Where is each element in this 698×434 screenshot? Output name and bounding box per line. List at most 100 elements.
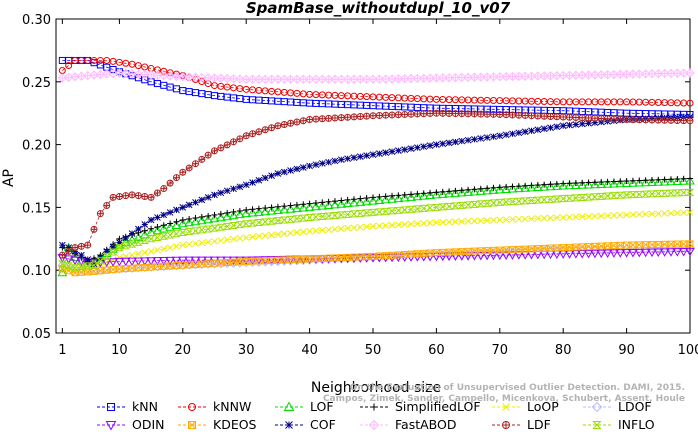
data-point [653,248,664,257]
data-point [629,241,637,249]
data-point [534,182,541,189]
data-point [463,252,473,261]
data-point [286,215,295,223]
data-point [604,115,612,123]
data-point [387,194,397,203]
legend-entry-ODIN: ODIN [97,417,165,432]
data-point [211,191,218,199]
data-point [496,110,504,118]
data-point [228,210,239,220]
data-point [171,220,182,229]
data-point [654,116,662,124]
data-point [661,176,668,183]
data-point [444,202,454,210]
data-point [217,210,224,217]
legend: kNN kNNW LOF SimplifiedLOF LoOP LDOF ODIN KDEOS… [97,399,655,432]
data-point [135,225,142,233]
data-point [585,179,592,186]
data-point [356,153,364,161]
data-point [642,241,650,249]
data-point [173,206,180,214]
data-point [591,179,598,186]
data-point [317,201,328,210]
data-point [680,175,687,182]
data-point [344,196,351,203]
data-point [141,227,148,234]
data-point [184,256,195,266]
y-tick-label: 0.25 [22,76,51,91]
data-point [401,110,409,118]
data-point [610,178,617,185]
data-point [141,221,149,228]
data-point [114,68,125,78]
data-point [203,225,213,233]
data-point [395,192,402,199]
data-point [488,251,499,261]
data-point [407,220,415,228]
data-point [166,244,174,251]
data-point [521,111,529,119]
data-point [153,189,161,197]
data-point [539,196,549,204]
data-point [154,246,161,254]
data-point [146,257,156,266]
data-point [261,232,269,240]
legend-marker [283,401,295,411]
data-point [267,217,276,225]
data-point [102,252,111,260]
data-point [70,264,80,272]
data-point [172,85,180,93]
data-point [597,114,605,122]
data-point [496,246,504,254]
data-point [323,200,334,210]
data-point [133,257,144,267]
data-point [368,208,378,216]
data-point [234,256,245,266]
data-point [198,213,205,220]
data-point [496,216,504,224]
data-point [578,243,586,251]
axes: 1 10 20 30 40 50 60 70 80 90 100 0.05 0.10 0.15 0.20 0.… [22,13,698,358]
data-point [452,138,459,146]
data-point [357,195,364,202]
data-point [115,244,124,252]
data-point [521,128,529,136]
data-point [160,211,168,219]
data-point [475,186,486,195]
data-point [165,71,175,81]
data-point [331,198,338,205]
data-point [349,210,359,218]
legend-entry-FastABOD: FastABOD [360,417,457,432]
data-point [344,155,351,163]
data-point [306,227,313,235]
data-point [268,172,275,180]
legend-label: LDF [527,417,551,432]
legend-entry-COF: COF [275,417,336,432]
data-point [577,249,588,259]
data-point [171,71,182,82]
data-point [191,160,199,168]
data-point [133,232,144,242]
data-point [566,180,573,187]
data-point [437,189,448,198]
data-point [166,209,174,216]
data-point [458,218,466,225]
data-point [363,152,371,160]
data-point [395,221,402,229]
data-point [261,218,270,226]
data-point [280,168,288,176]
data-point [356,209,365,217]
data-point [177,218,188,228]
data-point [528,112,535,120]
data-point [672,248,683,257]
data-point [513,251,524,260]
legend-entry-LDOF: LDOF [583,399,652,414]
data-point [528,182,535,189]
x-tick-label: 70 [492,343,509,358]
data-point [388,221,396,229]
x-tick-label: 1 [58,343,66,358]
data-point [312,115,320,123]
data-point [331,114,339,122]
data-point [629,211,637,219]
data-point [236,207,243,214]
